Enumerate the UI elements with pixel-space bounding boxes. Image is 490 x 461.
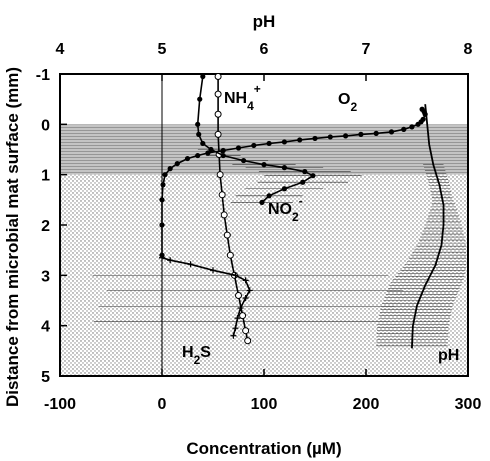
h2s-point — [242, 294, 249, 301]
no2-point — [196, 131, 202, 137]
nh4-point — [226, 251, 234, 259]
o2-point — [167, 166, 173, 172]
o2-label: O2 — [338, 91, 357, 114]
o2-point — [343, 133, 349, 139]
nh4-point — [218, 191, 226, 199]
h2s-point — [242, 277, 249, 284]
o2-point — [220, 147, 226, 154]
o2-point — [159, 197, 165, 203]
h2s-point — [232, 272, 239, 279]
h2s-point — [167, 257, 174, 264]
o2-point — [409, 124, 415, 130]
h2s-label: H2S — [182, 344, 211, 367]
bottom-tick-label: 0 — [158, 396, 167, 413]
series-labels: NH4+ O2 NO2- H2S pH — [182, 82, 459, 367]
no2-label: NO2- — [268, 194, 303, 224]
nh4-point — [220, 211, 228, 219]
h2s-point — [234, 315, 241, 322]
no2-point — [281, 165, 287, 171]
nh4-point — [239, 312, 247, 320]
no2-point — [261, 162, 267, 168]
h2s-point — [246, 287, 253, 294]
o2-point — [415, 121, 421, 127]
nh4-point — [216, 171, 224, 179]
left-tick-label: -1 — [36, 67, 50, 84]
no2-point — [302, 169, 308, 175]
no2-point — [241, 157, 247, 164]
top-axis-title: pH — [253, 12, 276, 31]
no2-point — [300, 179, 306, 185]
left-tick-label: 5 — [41, 369, 50, 386]
nh4-point — [244, 337, 252, 345]
bottom-axis-title: Concentration (µM) — [186, 439, 341, 458]
no2-point — [195, 121, 201, 127]
ph-line — [411, 104, 445, 349]
o2-point — [388, 129, 395, 135]
nh4-point — [235, 291, 242, 299]
nh4-point — [214, 130, 222, 138]
o2-point — [266, 140, 272, 147]
nh4-label: NH4+ — [224, 82, 261, 113]
bottom-axis-ticks: -100 0 100 200 300 — [44, 369, 481, 413]
ph-label: pH — [438, 347, 459, 364]
o2-point — [235, 145, 242, 151]
o2-point — [312, 135, 318, 142]
h2s-point — [159, 254, 165, 261]
no2-point — [197, 96, 203, 102]
o2-point — [401, 126, 407, 132]
nh4-point — [242, 327, 250, 335]
o2-point — [174, 160, 180, 167]
nh4-point — [214, 90, 222, 98]
no2-line — [196, 76, 315, 203]
nh4-point — [214, 110, 222, 118]
top-tick-label: 6 — [260, 41, 269, 58]
o2-point — [184, 155, 191, 162]
no2-point — [200, 73, 206, 80]
left-tick-label: 0 — [41, 117, 50, 134]
no2-point — [266, 193, 272, 199]
left-axis-ticks: -1 0 1 2 3 4 5 — [36, 67, 67, 386]
bottom-tick-label: -100 — [44, 396, 76, 413]
h2s-point — [187, 261, 194, 268]
top-tick-label: 8 — [464, 41, 473, 58]
left-tick-label: 1 — [41, 168, 50, 185]
no2-point — [200, 140, 206, 147]
h2s-point — [210, 267, 216, 274]
nh4-point — [223, 231, 231, 239]
series-layer — [159, 73, 445, 349]
o2-point — [160, 182, 166, 188]
no2-point — [259, 199, 265, 205]
o2-point — [195, 152, 201, 159]
h2s-point — [232, 325, 239, 332]
h2s-point — [237, 305, 244, 312]
o2-point — [373, 130, 379, 136]
top-axis-ticks: 4 5 6 7 8 — [56, 41, 473, 81]
nh4-point — [214, 73, 222, 81]
h2s-point — [230, 332, 237, 339]
o2-point — [205, 150, 211, 156]
left-tick-label: 3 — [41, 268, 50, 285]
o2-point — [327, 134, 333, 140]
top-tick-label: 7 — [362, 41, 371, 58]
o2-point — [358, 131, 364, 137]
no2-point — [281, 186, 287, 192]
left-tick-label: 4 — [41, 319, 50, 336]
top-tick-label: 4 — [56, 41, 65, 58]
o2-point — [159, 222, 165, 228]
left-tick-label: 2 — [41, 218, 50, 235]
no2-point — [220, 152, 226, 159]
top-tick-label: 5 — [158, 41, 167, 58]
o2-point — [162, 172, 168, 178]
o2-point — [251, 142, 257, 149]
bottom-tick-label: 200 — [353, 396, 380, 413]
bottom-tick-label: 100 — [251, 396, 278, 413]
bottom-tick-label: 300 — [455, 396, 482, 413]
left-axis-title: Distance from microbial mat surface (mm) — [3, 67, 22, 407]
o2-point — [297, 137, 303, 143]
o2-point — [281, 139, 287, 145]
no2-point — [310, 173, 316, 179]
no2-point — [208, 146, 214, 153]
